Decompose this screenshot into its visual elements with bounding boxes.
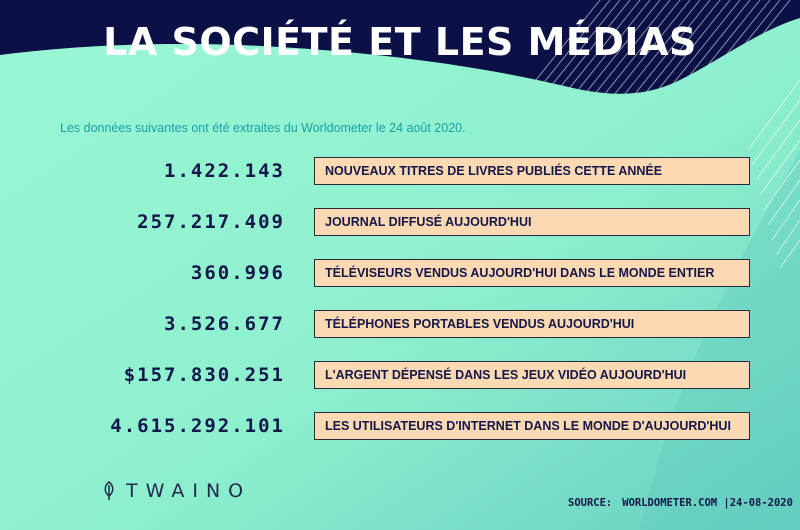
page-title: LA SOCIÉTÉ ET LES MÉDIAS xyxy=(103,20,697,64)
stat-value: 4.615.292.101 xyxy=(110,415,285,437)
leaf-icon xyxy=(104,481,114,500)
stat-label: NOUVEAUX TITRES DE LIVRES PUBLIÉS CETTE … xyxy=(325,164,663,178)
stat-label: JOURNAL DIFFUSÉ AUJOURD'HUI xyxy=(325,215,532,229)
stat-row: 1.422.143 NOUVEAUX TITRES DE LIVRES PUBL… xyxy=(0,157,800,185)
stat-row: 3.526.677 TÉLÉPHONES PORTABLES VENDUS AU… xyxy=(0,310,800,338)
stat-value: $157.830.251 xyxy=(123,364,285,386)
stat-row: $157.830.251 L'ARGENT DÉPENSÉ DANS LES J… xyxy=(0,361,800,389)
stat-label: TÉLÉVISEURS VENDUS AUJOURD'HUI DANS LE M… xyxy=(325,266,715,280)
page-subtitle: Les données suivantes ont été extraites … xyxy=(60,121,466,135)
stat-value: 3.526.677 xyxy=(164,313,285,335)
header-shape xyxy=(0,0,800,94)
stat-label: TÉLÉPHONES PORTABLES VENDUS AUJOURD'HUI xyxy=(325,317,635,331)
stat-row: 360.996 TÉLÉVISEURS VENDUS AUJOURD'HUI D… xyxy=(0,259,800,287)
brand-name: TWAINO xyxy=(126,480,252,502)
stat-label-box: NOUVEAUX TITRES DE LIVRES PUBLIÉS CETTE … xyxy=(314,157,750,185)
source-credit: SOURCE: WORLDOMETER.COM |24-08-2020 xyxy=(568,497,793,509)
stat-label: LES UTILISATEURS D'INTERNET DANS LE MOND… xyxy=(325,419,731,433)
side-stripes xyxy=(747,79,800,269)
brand-logo: TWAINO xyxy=(102,478,251,504)
stat-label-box: L'ARGENT DÉPENSÉ DANS LES JEUX VIDÉO AUJ… xyxy=(314,361,750,389)
stat-label-box: LES UTILISATEURS D'INTERNET DANS LE MOND… xyxy=(314,412,750,440)
stat-value: 360.996 xyxy=(190,262,285,284)
stat-row: 257.217.409 JOURNAL DIFFUSÉ AUJOURD'HUI xyxy=(0,208,800,236)
source-text: WORLDOMETER.COM |24-08-2020 xyxy=(622,497,793,509)
stat-row: 4.615.292.101 LES UTILISATEURS D'INTERNE… xyxy=(0,412,800,440)
stat-label-box: JOURNAL DIFFUSÉ AUJOURD'HUI xyxy=(314,208,750,236)
source-label: SOURCE: xyxy=(568,497,613,509)
stat-label-box: TÉLÉPHONES PORTABLES VENDUS AUJOURD'HUI xyxy=(314,310,750,338)
stat-label-box: TÉLÉVISEURS VENDUS AUJOURD'HUI DANS LE M… xyxy=(314,259,750,287)
stat-value: 1.422.143 xyxy=(164,160,285,182)
stat-value: 257.217.409 xyxy=(137,211,285,233)
stat-label: L'ARGENT DÉPENSÉ DANS LES JEUX VIDÉO AUJ… xyxy=(325,368,687,382)
